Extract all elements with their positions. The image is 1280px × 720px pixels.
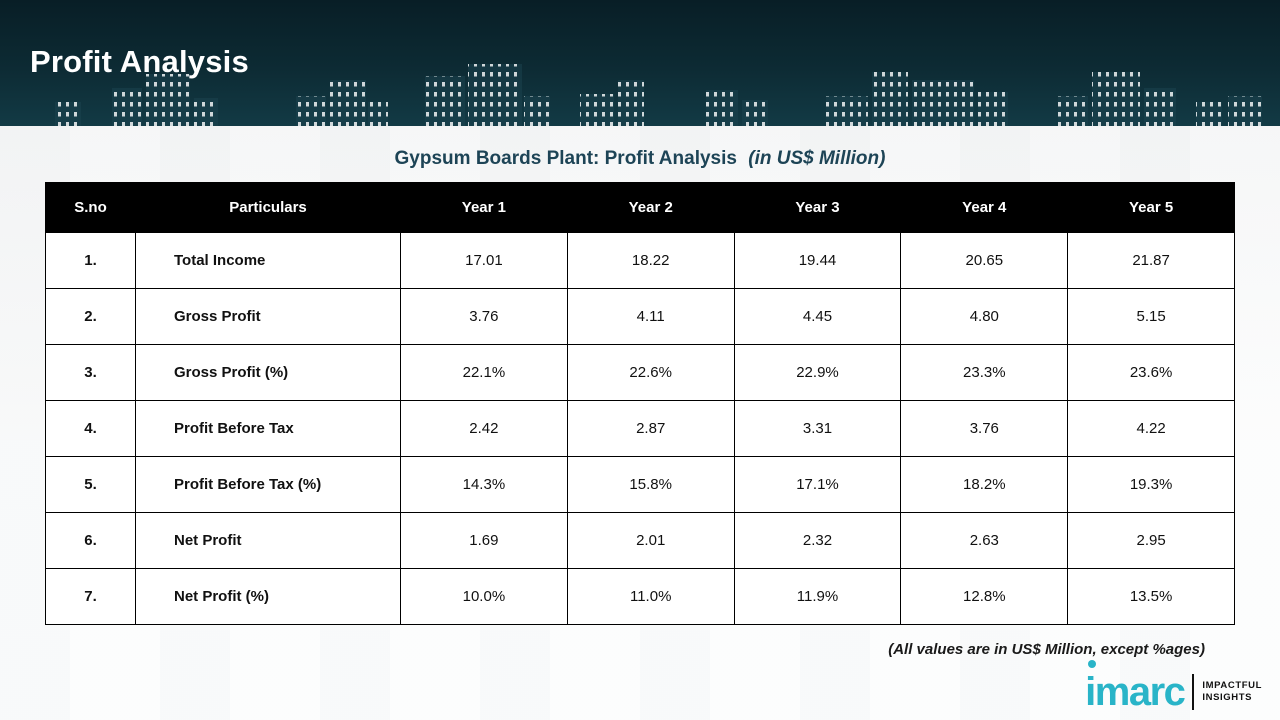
logo-tagline-line1: IMPACTFUL <box>1202 679 1262 691</box>
logo-tagline-line2: INSIGHTS <box>1202 692 1253 703</box>
table-header-row: S.no Particulars Year 1 Year 2 Year 3 Ye… <box>45 182 1235 233</box>
particulars-cell: Profit Before Tax <box>135 400 401 457</box>
value-cell: 11.0% <box>566 568 735 625</box>
value-cell: 2.01 <box>566 512 735 569</box>
header-band: Profit Analysis <box>0 0 1280 126</box>
particulars-cell: Gross Profit (%) <box>135 344 401 401</box>
value-cell: 1.69 <box>400 512 568 569</box>
value-cell: 2.95 <box>1067 512 1235 569</box>
value-cell: 18.2% <box>900 456 1069 513</box>
value-cell: 23.3% <box>900 344 1069 401</box>
value-cell: 22.1% <box>400 344 568 401</box>
value-cell: 14.3% <box>400 456 568 513</box>
column-header-sno: S.no <box>45 182 136 233</box>
value-cell: 20.65 <box>900 232 1069 289</box>
table-title: Gypsum Boards Plant: Profit Analysis (in… <box>45 148 1235 170</box>
value-cell: 13.5% <box>1067 568 1235 625</box>
profit-analysis-table: S.no Particulars Year 1 Year 2 Year 3 Ye… <box>45 182 1235 625</box>
value-cell: 5.15 <box>1067 288 1235 345</box>
value-cell: 4.80 <box>900 288 1069 345</box>
value-cell: 22.9% <box>733 344 902 401</box>
value-cell: 17.01 <box>400 232 568 289</box>
sno-cell: 3. <box>45 344 136 401</box>
value-cell: 2.32 <box>733 512 902 569</box>
table-row: 5. Profit Before Tax (%) 14.3% 15.8% 17.… <box>45 456 1235 513</box>
city-skyline-graphic <box>55 64 1262 126</box>
value-cell: 3.76 <box>900 400 1069 457</box>
value-cell: 23.6% <box>1067 344 1235 401</box>
value-cell: 3.76 <box>400 288 568 345</box>
value-cell: 12.8% <box>900 568 1069 625</box>
table-title-units: (in US$ Million) <box>748 148 886 169</box>
sno-cell: 4. <box>45 400 136 457</box>
value-cell: 3.31 <box>733 400 902 457</box>
value-cell: 19.3% <box>1067 456 1235 513</box>
slide-content: Gypsum Boards Plant: Profit Analysis (in… <box>0 148 1280 658</box>
value-cell: 21.87 <box>1067 232 1235 289</box>
value-cell: 2.63 <box>900 512 1069 569</box>
imarc-logo: imarc IMPACTFUL INSIGHTS <box>1085 660 1262 714</box>
table-row: 7. Net Profit (%) 10.0% 11.0% 11.9% 12.8… <box>45 568 1235 625</box>
value-cell: 4.45 <box>733 288 902 345</box>
value-cell: 4.11 <box>566 288 735 345</box>
sno-cell: 1. <box>45 232 136 289</box>
value-cell: 4.22 <box>1067 400 1235 457</box>
column-header-year1: Year 1 <box>400 182 568 233</box>
value-cell: 10.0% <box>400 568 568 625</box>
table-row: 3. Gross Profit (%) 22.1% 22.6% 22.9% 23… <box>45 344 1235 401</box>
particulars-cell: Total Income <box>135 232 401 289</box>
sno-cell: 6. <box>45 512 136 569</box>
logo-brand-wrap: imarc <box>1085 660 1186 714</box>
particulars-cell: Net Profit <box>135 512 401 569</box>
particulars-cell: Net Profit (%) <box>135 568 401 625</box>
column-header-year5: Year 5 <box>1067 182 1235 233</box>
column-header-year3: Year 3 <box>733 182 902 233</box>
sno-cell: 2. <box>45 288 136 345</box>
column-header-year4: Year 4 <box>900 182 1069 233</box>
value-cell: 2.87 <box>566 400 735 457</box>
table-row: 2. Gross Profit 3.76 4.11 4.45 4.80 5.15 <box>45 288 1235 345</box>
particulars-cell: Profit Before Tax (%) <box>135 456 401 513</box>
units-footnote: (All values are in US$ Million, except %… <box>888 641 1205 658</box>
value-cell: 19.44 <box>733 232 902 289</box>
particulars-cell: Gross Profit <box>135 288 401 345</box>
value-cell: 2.42 <box>400 400 568 457</box>
value-cell: 17.1% <box>733 456 902 513</box>
value-cell: 15.8% <box>566 456 735 513</box>
sno-cell: 7. <box>45 568 136 625</box>
logo-brand: imarc <box>1085 670 1186 714</box>
column-header-particulars: Particulars <box>135 182 401 233</box>
sno-cell: 5. <box>45 456 136 513</box>
value-cell: 11.9% <box>733 568 902 625</box>
column-header-year2: Year 2 <box>566 182 735 233</box>
table-row: 6. Net Profit 1.69 2.01 2.32 2.63 2.95 <box>45 512 1235 569</box>
table-title-text: Gypsum Boards Plant: Profit Analysis <box>394 148 737 169</box>
table-row: 1. Total Income 17.01 18.22 19.44 20.65 … <box>45 232 1235 289</box>
table-row: 4. Profit Before Tax 2.42 2.87 3.31 3.76… <box>45 400 1235 457</box>
logo-tagline: IMPACTFUL INSIGHTS <box>1202 680 1262 705</box>
value-cell: 18.22 <box>566 232 735 289</box>
value-cell: 22.6% <box>566 344 735 401</box>
logo-dot-icon <box>1088 660 1097 668</box>
slide-title: Profit Analysis <box>30 44 249 79</box>
logo-divider <box>1192 674 1195 710</box>
